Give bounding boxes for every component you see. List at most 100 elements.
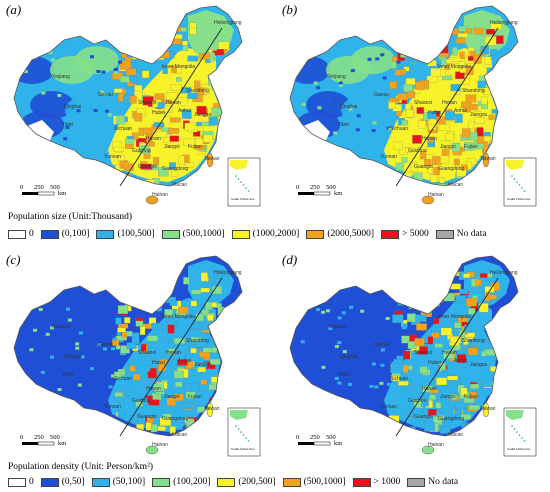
county-cell [183, 277, 190, 285]
county-cell [409, 296, 417, 304]
county-cell [203, 134, 213, 143]
county-cell [138, 45, 148, 51]
scale-label: 250 [34, 184, 44, 191]
province-label: Hainan [152, 192, 168, 198]
county-cell [422, 410, 429, 419]
county-cell [473, 27, 484, 35]
county-cell [139, 325, 146, 336]
county-cell [211, 302, 217, 308]
county-cell [385, 316, 390, 320]
county-cell [220, 349, 227, 359]
county-cell [151, 25, 158, 34]
province-label: Heilongjiang [214, 270, 242, 276]
county-cell [389, 433, 400, 436]
county-cell [468, 308, 476, 315]
county-cell [397, 36, 407, 43]
county-cell [459, 66, 467, 73]
county-cell [126, 342, 137, 349]
inset-title: South China Sea [231, 447, 255, 451]
hu-line [119, 27, 223, 187]
county-cell [380, 348, 385, 352]
legend-swatch [152, 477, 171, 487]
county-cell [455, 295, 467, 303]
county-cell [456, 37, 466, 44]
county-cell [430, 388, 439, 394]
county-cell [201, 309, 209, 316]
county-cell [337, 316, 342, 320]
county-cell [332, 97, 337, 101]
county-cell [393, 176, 399, 184]
province-label: Qinghai [340, 104, 357, 110]
province-label: Yunnan [104, 154, 121, 160]
county-cell [301, 102, 306, 106]
county-cell [145, 276, 153, 286]
province-label: Jiangsu [194, 112, 211, 118]
province-label: Guizhou [132, 148, 151, 154]
county-cell [427, 111, 437, 120]
province-label: Hubei [428, 360, 441, 366]
county-cell [130, 76, 137, 84]
county-cell [142, 36, 150, 43]
county-cell [113, 289, 124, 298]
county-cell [433, 167, 440, 175]
county-cell [479, 273, 488, 278]
county-cell [177, 359, 188, 366]
county-cell [117, 305, 129, 314]
map-panel-c: Xinjiang Qinghai Tibet Gansu Inner Mongolia H… [2, 250, 270, 458]
county-cell [203, 168, 215, 177]
scale-label: 0 [20, 434, 23, 441]
county-cell [444, 111, 455, 121]
county-cell [468, 347, 478, 356]
county-cell [180, 87, 192, 94]
county-cell [158, 167, 169, 177]
province-label: Guangxi [138, 164, 157, 170]
county-cell [163, 137, 170, 143]
county-cell [467, 424, 478, 434]
county-cell [93, 108, 98, 112]
county-cell [182, 44, 189, 52]
county-cell [183, 138, 195, 146]
county-cell [114, 290, 122, 297]
county-cell [486, 67, 497, 75]
legend-label: (500,1000] [303, 477, 346, 487]
county-cell [156, 283, 163, 291]
county-cell [209, 171, 218, 181]
county-cell [200, 428, 209, 436]
county-cell [190, 323, 202, 329]
county-cell [402, 364, 409, 373]
county-cell [430, 174, 438, 183]
county-cell [338, 81, 343, 85]
county-cell [200, 287, 210, 293]
province-label: Jiangsu [194, 362, 211, 368]
county-cell [371, 128, 376, 132]
county-cell [208, 424, 217, 431]
scale-label: 0 [20, 184, 23, 191]
county-cell [492, 415, 499, 422]
county-cell [142, 70, 150, 79]
county-cell [173, 370, 184, 379]
legend-density: 0 (0,50] (50,100] (100,200] (200,500] (500,10… [8, 477, 465, 487]
county-cell [217, 306, 228, 316]
county-cell [133, 51, 141, 58]
county-cell [153, 383, 165, 392]
county-cell [67, 318, 72, 322]
legend-item: (100,500] [96, 229, 155, 239]
county-cell [114, 396, 125, 403]
region-patch [336, 346, 380, 374]
county-cell [48, 50, 53, 54]
county-cell [420, 151, 427, 160]
county-cell [130, 295, 138, 303]
south-china-sea-inset: South China Sea [503, 407, 537, 457]
county-cell [360, 309, 365, 313]
county-cell [105, 109, 110, 113]
county-cell [488, 147, 495, 154]
china-map-b: Xinjiang Qinghai Tibet Gansu Inner Mongolia H… [289, 5, 537, 207]
scale-label: 500 [50, 434, 60, 441]
province-label: Gansu [374, 342, 389, 348]
legend-item: No data [407, 477, 458, 487]
province-label: Qinghai [340, 354, 357, 360]
county-cell [488, 114, 495, 120]
county-cell [348, 107, 353, 111]
county-cell [374, 385, 379, 389]
county-cell [371, 362, 376, 366]
